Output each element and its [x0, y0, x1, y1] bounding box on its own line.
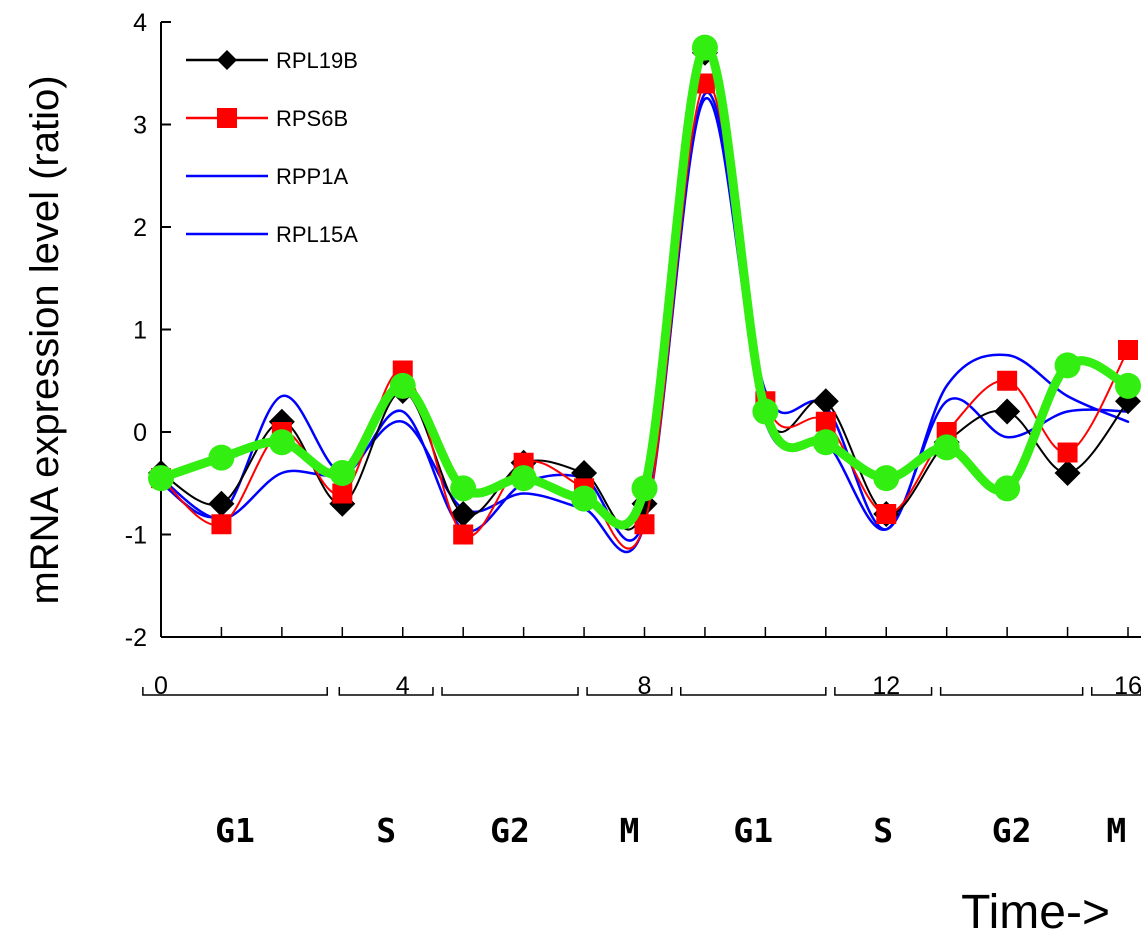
phase-label: G2	[490, 811, 530, 850]
legend-label: RPS6B	[276, 106, 348, 131]
series-line	[156, 43, 1133, 530]
data-point-circle	[389, 372, 416, 399]
phase-bracket	[939, 687, 1084, 696]
phase-m: M	[586, 687, 673, 850]
legend-item-rpl15a: RPL15A	[186, 222, 358, 247]
data-point-diamond	[994, 398, 1021, 425]
cell-cycle-phases: G1 S G2 M G1 S G2 M	[142, 687, 1141, 850]
data-point-square	[997, 370, 1018, 391]
data-point-circle	[268, 429, 295, 456]
data-point-diamond	[450, 501, 477, 527]
y-tick-label: 3	[133, 112, 147, 140]
y-tick-label: 0	[133, 419, 147, 447]
phase-label: M	[1106, 811, 1126, 850]
data-point-circle	[933, 434, 960, 461]
x-tick-label: 0	[154, 672, 168, 700]
data-point-circle	[812, 429, 839, 456]
phase-s: S	[338, 687, 434, 850]
data-point-square	[1057, 442, 1078, 463]
data-point-diamond	[1054, 460, 1081, 486]
phase-label: G1	[215, 811, 255, 850]
phase-g1: G1	[142, 687, 328, 850]
y-tick-label: 2	[133, 214, 147, 242]
data-point-circle	[148, 465, 174, 492]
legend-marker	[217, 108, 237, 128]
data-point-circle	[329, 460, 356, 486]
data-point-diamond	[812, 388, 839, 415]
phase-bracket	[834, 687, 933, 696]
data-point-circle	[1115, 372, 1141, 399]
data-point-square	[332, 483, 353, 504]
x-tick-label: 4	[396, 672, 410, 700]
data-point-circle	[873, 465, 900, 492]
phase-g2: G2	[441, 687, 579, 850]
legend: RPL19B RPS6B RPP1A RPL15A	[186, 48, 358, 247]
legend-item-rps6b: RPS6B	[186, 106, 348, 131]
series-highlight	[148, 34, 1141, 530]
phase-label: S	[376, 811, 396, 850]
data-point-circle	[691, 34, 718, 61]
series-rps6b	[151, 73, 1138, 550]
legend-marker	[217, 50, 237, 70]
phase-bracket	[1090, 687, 1141, 696]
data-point-square	[815, 411, 836, 432]
phase-bracket	[142, 687, 328, 696]
phase-bracket	[586, 687, 673, 696]
y-tick-label: 4	[133, 9, 147, 37]
phase-bracket	[680, 687, 827, 696]
data-point-square	[1118, 340, 1138, 360]
data-point-circle	[1054, 352, 1081, 379]
data-point-diamond	[208, 490, 235, 517]
data-point-circle	[450, 475, 477, 502]
x-tick-label: 12	[872, 672, 900, 700]
phase-bracket	[338, 687, 434, 696]
data-point-circle	[631, 475, 658, 502]
series-layer	[148, 34, 1141, 554]
data-point-square	[453, 524, 474, 545]
y-tick-label: 1	[133, 317, 147, 345]
data-point-circle	[994, 475, 1021, 502]
phase-label: G1	[733, 811, 773, 850]
phase-label: G2	[992, 811, 1032, 850]
phase-g1: G1	[680, 687, 827, 850]
phase-label: M	[619, 811, 639, 850]
phase-g2: G2	[939, 687, 1084, 850]
data-point-circle	[752, 398, 779, 425]
y-tick-label: -2	[125, 624, 147, 652]
phase-m: M	[1090, 687, 1141, 850]
data-point-circle	[208, 444, 235, 471]
y-tick-label: -1	[125, 522, 147, 550]
legend-label: RPP1A	[276, 164, 348, 189]
data-point-circle	[571, 485, 598, 512]
data-point-square	[634, 514, 655, 535]
legend-label: RPL15A	[276, 222, 358, 247]
data-point-square	[211, 514, 232, 535]
legend-item-rpl19b: RPL19B	[186, 48, 358, 73]
x-tick-label: 8	[638, 672, 652, 700]
x-tick-label: 16	[1114, 672, 1141, 700]
phase-bracket	[441, 687, 579, 696]
data-point-square	[694, 73, 715, 94]
legend-label: RPL19B	[276, 48, 358, 73]
x-axis-label: Time->	[961, 886, 1110, 939]
phase-label: S	[873, 811, 893, 850]
y-axis-label: mRNA expression level (ratio)	[23, 75, 67, 604]
legend-item-rpp1a: RPP1A	[186, 164, 348, 189]
data-point-square	[876, 504, 897, 524]
data-point-circle	[510, 465, 537, 492]
phase-s: S	[834, 687, 933, 850]
